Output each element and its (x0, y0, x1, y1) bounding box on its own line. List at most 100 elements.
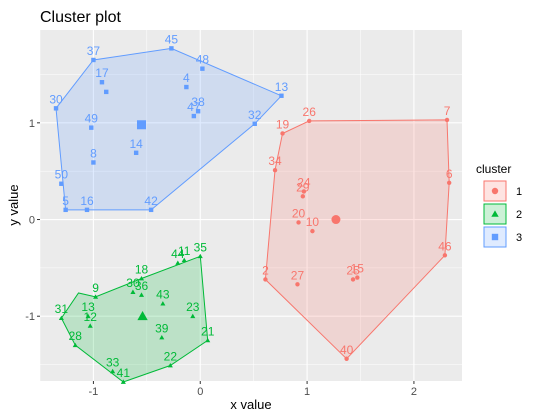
point-label: 33 (106, 355, 120, 369)
x-axis-title: x value (230, 397, 271, 412)
x-tick-label: 1 (304, 386, 310, 398)
grid (39, 30, 462, 381)
point-label: 41 (117, 366, 131, 380)
cluster-2-point (175, 260, 181, 265)
point-label: 10 (306, 215, 320, 229)
point-label: 49 (85, 112, 99, 126)
cluster-3-point (53, 106, 59, 111)
point-label: 31 (55, 302, 69, 316)
cluster-3-point (184, 84, 189, 90)
point-label: 48 (196, 53, 210, 67)
cluster-2-point (72, 342, 78, 348)
cluster-1-point (350, 277, 356, 282)
y-tick-label: 0 (29, 215, 35, 227)
cluster-2-point (120, 379, 126, 384)
point-label: 9 (92, 281, 99, 295)
cluster-2-point (197, 253, 203, 259)
cluster-2-point (130, 289, 136, 294)
cluster-2-point (87, 323, 93, 328)
point-label: 39 (155, 321, 169, 335)
cluster-3-centroid (136, 120, 146, 130)
point-label: 13 (81, 300, 95, 314)
point-label: 22 (164, 350, 178, 364)
point-label: 8 (90, 146, 97, 160)
point-label: 46 (438, 239, 452, 253)
legend: cluster 1 2 3 (476, 162, 522, 248)
point-label: 19 (276, 117, 290, 131)
point-label: 15 (351, 262, 365, 276)
point-label: 18 (135, 263, 149, 277)
point-labels: 2671015192024252627293440469111213182122… (49, 32, 452, 380)
point-label: 32 (248, 108, 262, 122)
cluster-1-point (296, 220, 301, 225)
point-label: 6 (446, 167, 453, 181)
cluster-1-point (272, 168, 278, 173)
cluster-3-point (195, 109, 201, 114)
cluster-3-point (99, 80, 105, 85)
point-label: 44 (171, 247, 185, 261)
cluster-3-point (59, 181, 64, 186)
point-label: 26 (303, 105, 317, 119)
point-label: 43 (156, 288, 170, 302)
cluster-1-point (263, 277, 268, 282)
cluster-3-point (191, 113, 197, 119)
cluster-1-point (280, 131, 285, 136)
cluster-2-point (205, 337, 211, 343)
cluster-3-point (279, 93, 284, 98)
cluster-2-centroid (137, 311, 148, 321)
cluster-3-point (91, 160, 96, 165)
cluster-points (53, 46, 452, 384)
cluster-2-point (167, 362, 173, 368)
cluster-3-point (169, 46, 174, 51)
cluster-1-point (446, 180, 452, 185)
point-label: 35 (194, 240, 208, 254)
cluster-3-point (252, 121, 257, 126)
cluster-hulls (55, 47, 450, 383)
cluster-1-point (310, 228, 315, 234)
point-label: 28 (69, 329, 83, 343)
cluster-2-point (138, 292, 145, 297)
point-label: 36 (135, 279, 149, 293)
cluster-2-point (190, 313, 196, 319)
legend-key-3-symbol (491, 233, 499, 241)
cluster-1-point (301, 189, 307, 194)
point-label: 29 (296, 180, 310, 194)
point-label: 5 (62, 194, 69, 208)
point-label: 14 (129, 137, 143, 151)
point-label: 34 (268, 154, 282, 168)
cluster-1-point (307, 118, 312, 124)
legend-label-3: 3 (516, 232, 522, 244)
cluster-3-point (63, 207, 68, 213)
cluster-3-point (84, 207, 90, 213)
point-label: 7 (444, 104, 451, 118)
point-label: 17 (95, 66, 109, 80)
cluster-2-point (159, 334, 165, 340)
legend-label-2: 2 (516, 209, 522, 221)
legend-key-2-symbol (491, 210, 499, 217)
point-label: 42 (144, 194, 158, 208)
cluster-1-point (355, 275, 360, 280)
point-label: 12 (84, 310, 98, 324)
cluster-1-point (344, 356, 349, 361)
point-label: 45 (165, 32, 179, 46)
point-label: 2 (262, 263, 269, 277)
cluster-2-point (160, 301, 166, 306)
legend-key-1-symbol (491, 187, 499, 195)
x-tick-label: 0 (197, 386, 203, 398)
cluster-3-point (200, 66, 205, 71)
point-label: 4 (183, 71, 190, 85)
point-label: 30 (126, 276, 140, 290)
cluster-2-hull (60, 255, 209, 383)
cluster-2-point (110, 368, 116, 374)
cluster-1-point (444, 117, 450, 123)
cluster-2-point (181, 257, 187, 263)
cluster-1-point (442, 253, 448, 258)
point-label: 20 (292, 206, 306, 220)
point-label: 16 (80, 194, 94, 208)
y-axis-title: y value (6, 184, 21, 225)
legend-label-1: 1 (516, 186, 522, 198)
cluster-3-point (104, 89, 109, 95)
point-label: 24 (297, 175, 311, 189)
point-label: 40 (340, 343, 354, 357)
x-tick-label: 2 (411, 386, 417, 398)
